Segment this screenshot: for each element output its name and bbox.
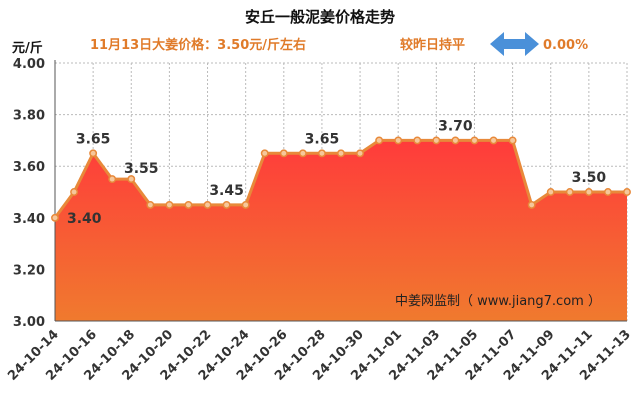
data-label: 3.55 xyxy=(124,161,159,177)
data-point xyxy=(565,188,574,196)
chart-title: 安丘一般泥姜价格走势 xyxy=(245,8,395,26)
axes xyxy=(54,60,627,322)
data-label: 3.50 xyxy=(572,170,607,186)
watermark: 中姜网监制（ www.jiang7.com ） xyxy=(395,294,601,309)
y-tick-label: 3.40 xyxy=(13,212,45,227)
y-tick-label: 3.80 xyxy=(13,109,45,124)
data-point xyxy=(375,136,384,145)
data-point xyxy=(127,175,136,184)
data-point xyxy=(623,188,631,196)
data-point xyxy=(298,149,307,158)
data-point xyxy=(241,200,250,209)
data-point xyxy=(165,200,174,209)
data-point xyxy=(470,136,479,145)
data-label: 3.45 xyxy=(209,183,244,199)
data-point xyxy=(337,149,345,158)
data-point xyxy=(508,136,517,145)
data-point xyxy=(394,136,403,145)
data-point xyxy=(146,200,155,209)
data-point xyxy=(489,136,498,145)
y-tick-labels: 3.00 3.20 3.40 3.60 3.80 4.00 xyxy=(13,57,45,330)
data-point xyxy=(432,136,441,145)
data-label: 3.65 xyxy=(305,131,340,147)
data-point xyxy=(413,136,422,145)
data-point xyxy=(356,149,365,158)
data-point xyxy=(89,149,98,158)
y-tick-label: 3.60 xyxy=(13,160,45,175)
data-point xyxy=(260,149,269,158)
y-tick-label: 4.00 xyxy=(13,57,45,72)
data-label: 3.65 xyxy=(76,131,111,147)
data-point xyxy=(527,200,536,209)
price-info: 11月13日大姜价格：3.50元/斤左右 xyxy=(90,37,306,53)
data-markers xyxy=(51,136,631,222)
data-point xyxy=(203,200,212,209)
data-point xyxy=(51,213,59,222)
data-point xyxy=(317,149,326,158)
y-tick-label: 3.20 xyxy=(13,263,45,278)
x-tick-labels: 24-10-1424-10-1624-10-1824-10-2024-10-22… xyxy=(5,327,634,384)
data-label: 3.70 xyxy=(438,118,473,134)
data-point xyxy=(451,136,460,145)
y-axis-label: 元/斤 xyxy=(12,40,43,56)
y-tick-label: 3.00 xyxy=(13,315,45,330)
data-point xyxy=(222,200,231,209)
data-point xyxy=(584,188,593,196)
data-point xyxy=(184,200,193,209)
data-point xyxy=(546,188,555,196)
data-labels: 3.40 3.65 3.55 3.45 3.65 3.70 3.50 xyxy=(67,118,606,226)
data-label: 3.40 xyxy=(67,211,102,227)
change-value: 0.00% xyxy=(543,38,588,53)
data-point xyxy=(603,188,612,196)
data-point xyxy=(108,175,117,184)
double-arrow-icon xyxy=(490,32,539,56)
data-point xyxy=(70,188,79,196)
compare-label: 较昨日持平 xyxy=(400,37,465,53)
price-area xyxy=(55,140,627,321)
data-point xyxy=(279,149,288,158)
